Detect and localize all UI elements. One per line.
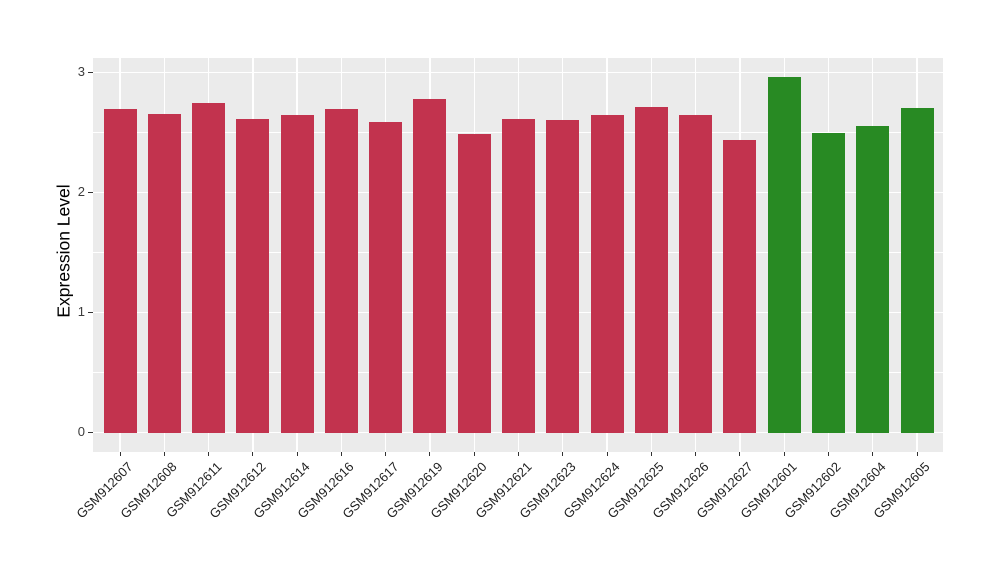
x-tick-mark [872, 452, 874, 456]
bar-GSM912604 [856, 125, 890, 433]
bar-GSM912614 [280, 115, 314, 433]
bar-GSM912621 [502, 118, 536, 433]
x-tick-mark [163, 452, 165, 456]
bar-GSM912616 [324, 109, 358, 433]
y-tick-mark [88, 71, 93, 73]
bar-GSM912617 [369, 122, 403, 433]
y-axis-title: Expression Level [53, 184, 74, 318]
x-tick-mark [296, 452, 298, 456]
x-tick-mark [429, 452, 431, 456]
y-tick-mark [88, 431, 93, 433]
bar-GSM912624 [590, 115, 624, 433]
bar-GSM912627 [723, 140, 757, 433]
bar-GSM912625 [634, 106, 668, 433]
x-tick-mark [562, 452, 564, 456]
bar-GSM912607 [103, 109, 137, 433]
x-tick-mark [340, 452, 342, 456]
bar-GSM912601 [767, 76, 801, 433]
y-tick-label: 3 [77, 64, 85, 79]
x-tick-mark [385, 452, 387, 456]
x-tick-mark [208, 452, 210, 456]
y-tick-mark [88, 191, 93, 193]
x-tick-mark [783, 452, 785, 456]
y-tick-label: 0 [77, 424, 85, 439]
bar-GSM912626 [679, 115, 713, 433]
x-tick-mark [473, 452, 475, 456]
x-tick-mark [518, 452, 520, 456]
x-tick-mark [119, 452, 121, 456]
bar-GSM912612 [236, 118, 270, 433]
bar-GSM912608 [147, 113, 181, 433]
y-tick-label: 1 [77, 304, 85, 319]
bar-GSM912619 [413, 99, 447, 433]
bar-GSM912620 [457, 134, 491, 433]
y-tick-mark [88, 311, 93, 313]
x-tick-mark [252, 452, 254, 456]
x-tick-mark [739, 452, 741, 456]
bar-GSM912623 [546, 119, 580, 433]
x-tick-mark [650, 452, 652, 456]
bar-GSM912605 [900, 107, 934, 433]
x-tick-mark [606, 452, 608, 456]
y-tick-label: 2 [77, 184, 85, 199]
bar-GSM912602 [811, 133, 845, 433]
bar-GSM912611 [192, 103, 226, 433]
x-tick-mark [695, 452, 697, 456]
x-tick-mark [827, 452, 829, 456]
x-tick-mark [916, 452, 918, 456]
